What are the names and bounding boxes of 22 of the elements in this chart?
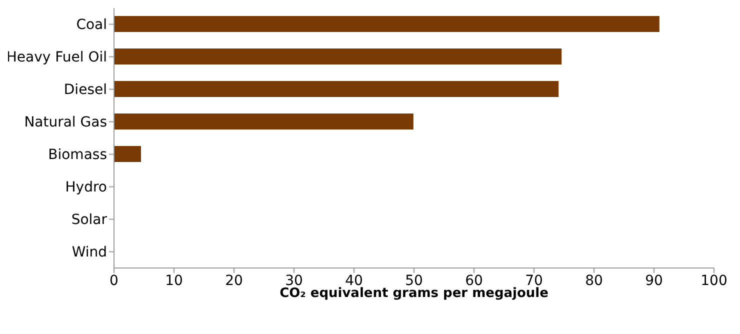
x-axis-title: CO₂ equivalent grams per megajoule: [280, 286, 549, 301]
y-tick-label: Solar: [71, 212, 108, 228]
x-tick-label: 80: [585, 272, 603, 289]
bar: [114, 114, 414, 130]
y-tick-label: Coal: [76, 17, 107, 34]
y-tick-label: Hydro: [65, 180, 107, 196]
bar: [114, 81, 559, 97]
x-tick-label: 100: [700, 272, 728, 289]
y-tick-label: Diesel: [64, 82, 107, 98]
y-tick-label: Heavy Fuel Oil: [6, 50, 107, 66]
x-tick-label: 0: [110, 272, 118, 289]
y-tick-label: Natural Gas: [24, 114, 107, 131]
x-tick-label: 50: [405, 272, 423, 289]
x-tick-label: 90: [645, 272, 663, 289]
x-tick-label: 60: [465, 272, 483, 289]
y-tick-label: Biomass: [48, 147, 107, 164]
x-tick-label: 20: [225, 272, 243, 289]
x-tick-label: 10: [165, 272, 183, 289]
bar: [114, 146, 141, 162]
bar: [114, 16, 660, 32]
y-tick-label: Wind: [72, 244, 107, 261]
bar: [114, 48, 562, 64]
